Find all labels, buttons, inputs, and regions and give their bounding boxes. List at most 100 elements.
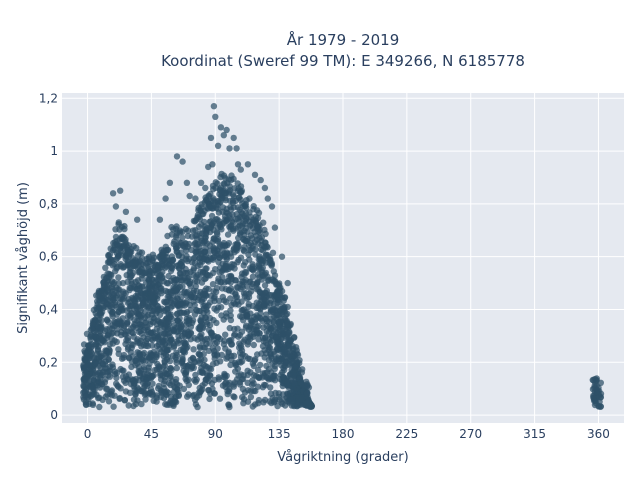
data-point — [269, 337, 276, 344]
data-point — [232, 241, 239, 248]
data-point — [98, 381, 106, 388]
data-point — [244, 371, 251, 379]
data-point — [116, 286, 123, 293]
data-point — [276, 288, 283, 296]
data-point — [246, 247, 253, 254]
data-point — [164, 346, 171, 354]
data-point — [231, 379, 238, 386]
data-point — [301, 382, 308, 389]
data-point — [217, 264, 224, 271]
data-point — [111, 371, 119, 378]
data-point — [86, 371, 93, 378]
data-point — [166, 257, 173, 264]
data-point — [224, 390, 231, 398]
data-point — [591, 382, 598, 390]
data-point — [81, 356, 88, 363]
data-point — [175, 340, 182, 347]
x-tick-label: 180 — [332, 427, 355, 441]
data-point — [142, 390, 149, 397]
data-point — [259, 384, 267, 391]
data-point — [241, 389, 249, 396]
data-point — [217, 198, 224, 206]
data-point — [114, 326, 121, 333]
data-point — [254, 366, 262, 374]
data-point — [221, 195, 229, 202]
data-point — [219, 246, 226, 254]
data-point — [200, 361, 207, 369]
data-point — [149, 380, 156, 387]
data-point — [220, 239, 228, 247]
data-point — [225, 287, 233, 294]
data-point — [100, 368, 107, 375]
data-point — [250, 362, 258, 370]
data-point — [146, 258, 153, 266]
data-point — [106, 373, 114, 380]
data-point — [223, 126, 230, 134]
data-point — [244, 379, 251, 386]
data-point — [230, 193, 237, 200]
data-point — [262, 230, 269, 237]
data-point — [305, 398, 312, 406]
data-point — [161, 337, 168, 344]
data-point — [230, 393, 237, 400]
data-point — [193, 306, 200, 314]
data-point — [147, 272, 154, 279]
data-point — [125, 402, 132, 409]
data-point — [142, 342, 150, 350]
data-point — [165, 330, 172, 337]
data-point — [200, 295, 208, 303]
data-point — [256, 274, 263, 281]
data-point — [253, 286, 260, 293]
data-point — [255, 374, 262, 381]
data-point — [153, 351, 160, 358]
data-point — [135, 303, 142, 310]
data-point — [106, 258, 113, 265]
data-point — [106, 325, 113, 332]
data-point — [121, 397, 128, 404]
data-point — [130, 323, 137, 331]
data-point — [237, 183, 245, 190]
data-point — [273, 329, 280, 336]
data-point — [263, 322, 270, 329]
data-point — [186, 316, 193, 324]
data-point — [209, 281, 217, 288]
y-tick-label: 1 — [50, 144, 58, 158]
data-point — [135, 369, 143, 376]
data-point — [205, 347, 212, 354]
data-point — [199, 290, 207, 297]
data-point — [185, 255, 193, 263]
data-point — [261, 282, 269, 289]
data-point — [216, 395, 224, 402]
data-point — [97, 374, 104, 382]
data-point — [142, 396, 149, 403]
data-point — [255, 209, 263, 217]
data-point — [214, 334, 221, 341]
data-point — [590, 394, 597, 401]
data-point — [196, 343, 203, 350]
data-point — [123, 328, 130, 335]
data-point — [251, 401, 259, 408]
data-point — [282, 359, 290, 366]
data-point — [190, 267, 197, 274]
x-tick-label: 45 — [144, 427, 159, 441]
data-point — [82, 349, 89, 356]
data-point — [195, 357, 203, 364]
data-point — [269, 249, 277, 256]
data-point — [135, 328, 143, 335]
y-tick-label: 1,2 — [39, 91, 58, 105]
data-point — [80, 341, 88, 348]
data-point — [136, 267, 143, 275]
data-point — [190, 364, 197, 371]
data-point — [112, 226, 119, 233]
data-point — [219, 204, 227, 211]
data-point — [247, 240, 254, 247]
data-point — [138, 322, 145, 329]
data-point — [227, 295, 234, 302]
data-point — [115, 308, 123, 315]
data-point — [268, 203, 276, 210]
data-point — [90, 355, 97, 362]
data-point — [197, 179, 205, 186]
data-point — [179, 301, 186, 309]
data-point — [119, 315, 126, 322]
